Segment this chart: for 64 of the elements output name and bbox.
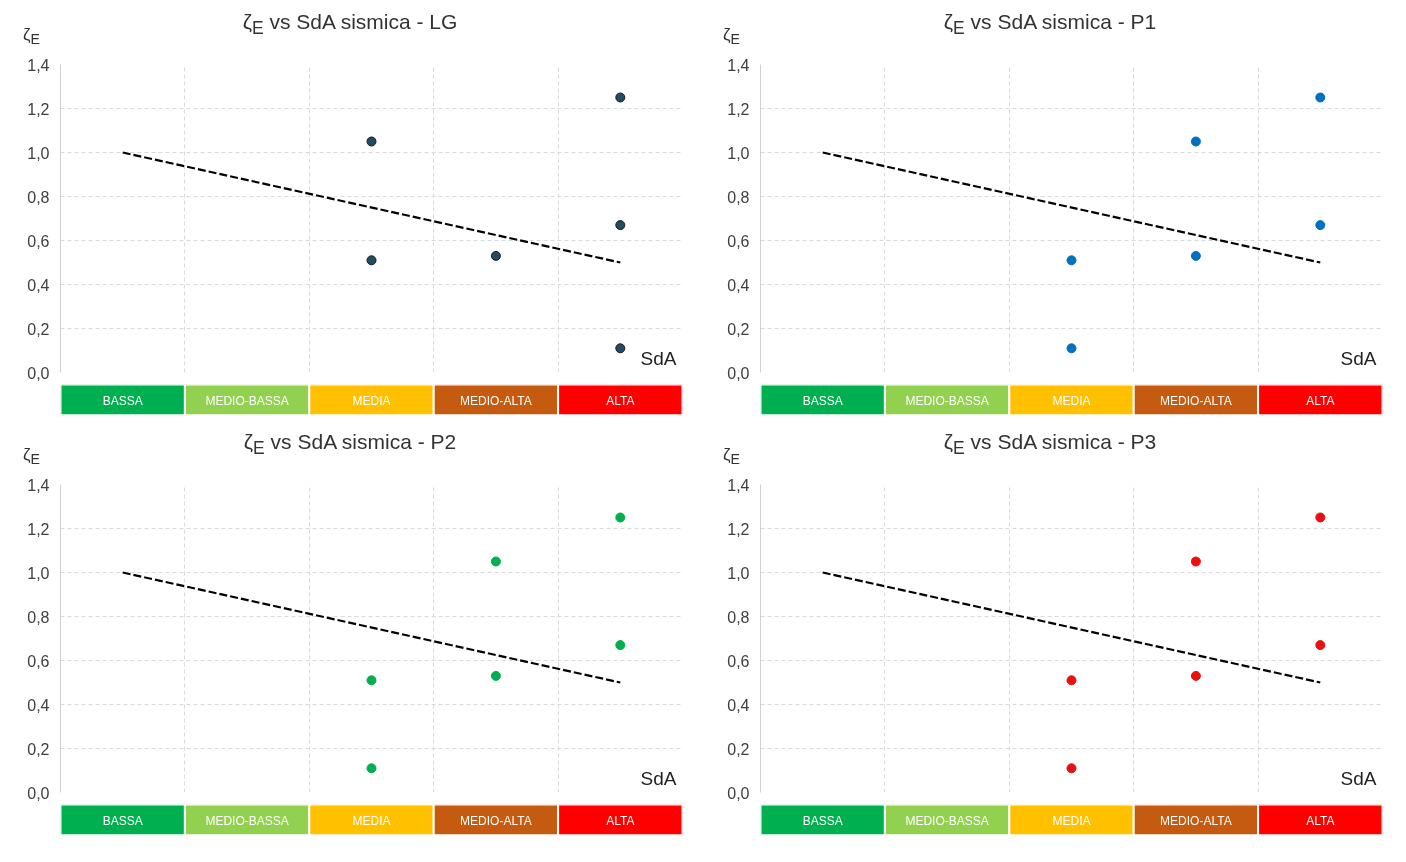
y-tick-label: 0,6	[727, 652, 750, 670]
y-tick-label: 0,8	[727, 188, 750, 206]
y-tick-label: 1,2	[727, 100, 750, 118]
x-tick-label: BASSA	[102, 393, 143, 408]
y-tick-label: 0,0	[727, 784, 750, 802]
y-tick-label: 0,4	[27, 696, 50, 714]
y-tick-label: 0,0	[727, 364, 750, 382]
x-axis-title: SdA	[640, 767, 677, 789]
y-axis-title: ζ$_{E}$	[723, 444, 740, 470]
x-tick-label: MEDIO-ALTA	[460, 813, 532, 828]
x-tick-label: MEDIO-BASSA	[905, 393, 989, 408]
y-tick-label: 1,4	[27, 476, 50, 494]
y-tick-label: 1,4	[727, 476, 750, 494]
y-tick-label: 1,4	[727, 56, 750, 74]
x-tick-label: MEDIA	[352, 813, 391, 828]
x-tick-label: MEDIO-BASSA	[905, 813, 989, 828]
x-tick-label: MEDIO-BASSA	[205, 813, 289, 828]
x-tick-label: MEDIA	[1052, 813, 1091, 828]
y-tick-label: 1,4	[27, 56, 50, 74]
y-axis-title: ζ$_{E}$	[23, 444, 40, 470]
y-tick-label: 0,8	[727, 608, 750, 626]
x-tick-label: MEDIO-BASSA	[205, 393, 289, 408]
x-tick-label: ALTA	[1306, 813, 1335, 828]
x-axis-title: SdA	[1340, 767, 1377, 789]
chart-title: ζ$_{E}$ vs SdA sismica - P2	[243, 430, 457, 459]
x-axis-title: SdA	[640, 347, 677, 369]
y-tick-label: 1,0	[27, 144, 50, 162]
y-tick-label: 0,8	[27, 188, 50, 206]
x-tick-label: BASSA	[102, 813, 143, 828]
y-tick-label: 1,2	[727, 520, 750, 538]
y-axis-title: ζ$_{E}$	[723, 24, 740, 50]
y-axis-title: ζ$_{E}$	[23, 24, 40, 50]
x-tick-label: MEDIO-ALTA	[460, 393, 532, 408]
x-tick-label: BASSA	[802, 813, 843, 828]
y-tick-label: 1,0	[727, 144, 750, 162]
y-tick-label: 0,4	[27, 276, 50, 294]
x-tick-label: MEDIA	[352, 393, 391, 408]
x-tick-label: ALTA	[1306, 393, 1335, 408]
x-tick-label: MEDIO-ALTA	[1160, 813, 1232, 828]
y-tick-label: 0,4	[727, 276, 750, 294]
y-tick-label: 0,2	[727, 740, 750, 758]
y-tick-label: 0,2	[27, 320, 50, 338]
chart-title: ζ$_{E}$ vs SdA sismica - LG	[242, 10, 458, 39]
y-tick-label: 0,0	[27, 784, 50, 802]
y-tick-label: 0,6	[727, 232, 750, 250]
x-axis-title: SdA	[1340, 347, 1377, 369]
x-tick-label: BASSA	[802, 393, 843, 408]
y-tick-label: 1,2	[27, 520, 50, 538]
chart-title: ζ$_{E}$ vs SdA sismica - P3	[943, 430, 1157, 459]
y-tick-label: 0,8	[27, 608, 50, 626]
y-tick-label: 0,0	[27, 364, 50, 382]
y-tick-label: 1,0	[727, 564, 750, 582]
x-tick-label: MEDIA	[1052, 393, 1091, 408]
y-tick-label: 1,2	[27, 100, 50, 118]
x-tick-label: ALTA	[606, 813, 635, 828]
x-tick-label: ALTA	[606, 393, 635, 408]
chart-title: ζ$_{E}$ vs SdA sismica - P1	[943, 10, 1157, 39]
y-tick-label: 0,6	[27, 652, 50, 670]
y-tick-label: 0,2	[27, 740, 50, 758]
y-tick-label: 1,0	[27, 564, 50, 582]
y-tick-label: 0,6	[27, 232, 50, 250]
y-tick-label: 0,2	[727, 320, 750, 338]
x-tick-label: MEDIO-ALTA	[1160, 393, 1232, 408]
y-tick-label: 0,4	[727, 696, 750, 714]
